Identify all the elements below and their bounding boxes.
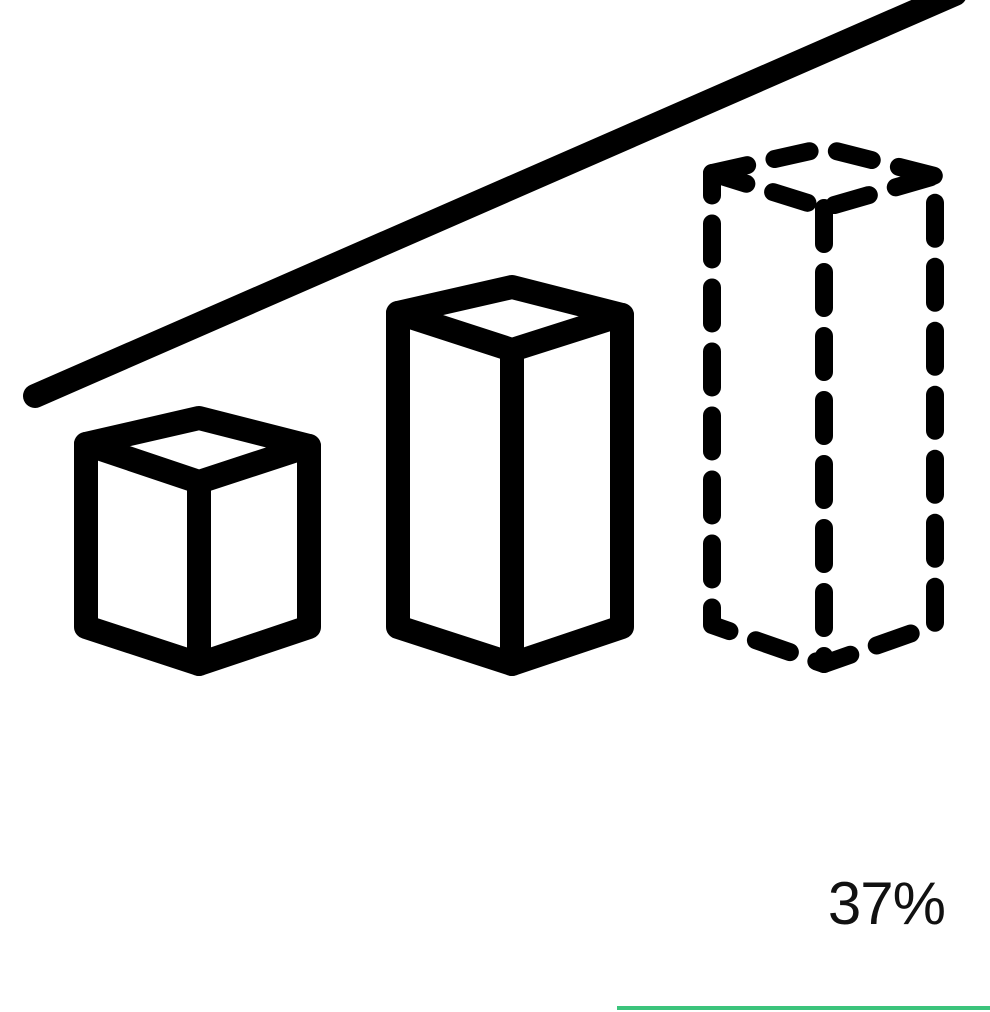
progress-bar [617,1006,990,1010]
growth-chart-icon [23,0,966,676]
progress-bar-fill [617,1006,990,1010]
tall-cube-icon [386,275,634,676]
progress-percentage: 37% [827,870,946,937]
small-cube-icon [74,406,321,676]
future-cube-icon [703,139,944,673]
trend-line-icon [23,0,966,408]
